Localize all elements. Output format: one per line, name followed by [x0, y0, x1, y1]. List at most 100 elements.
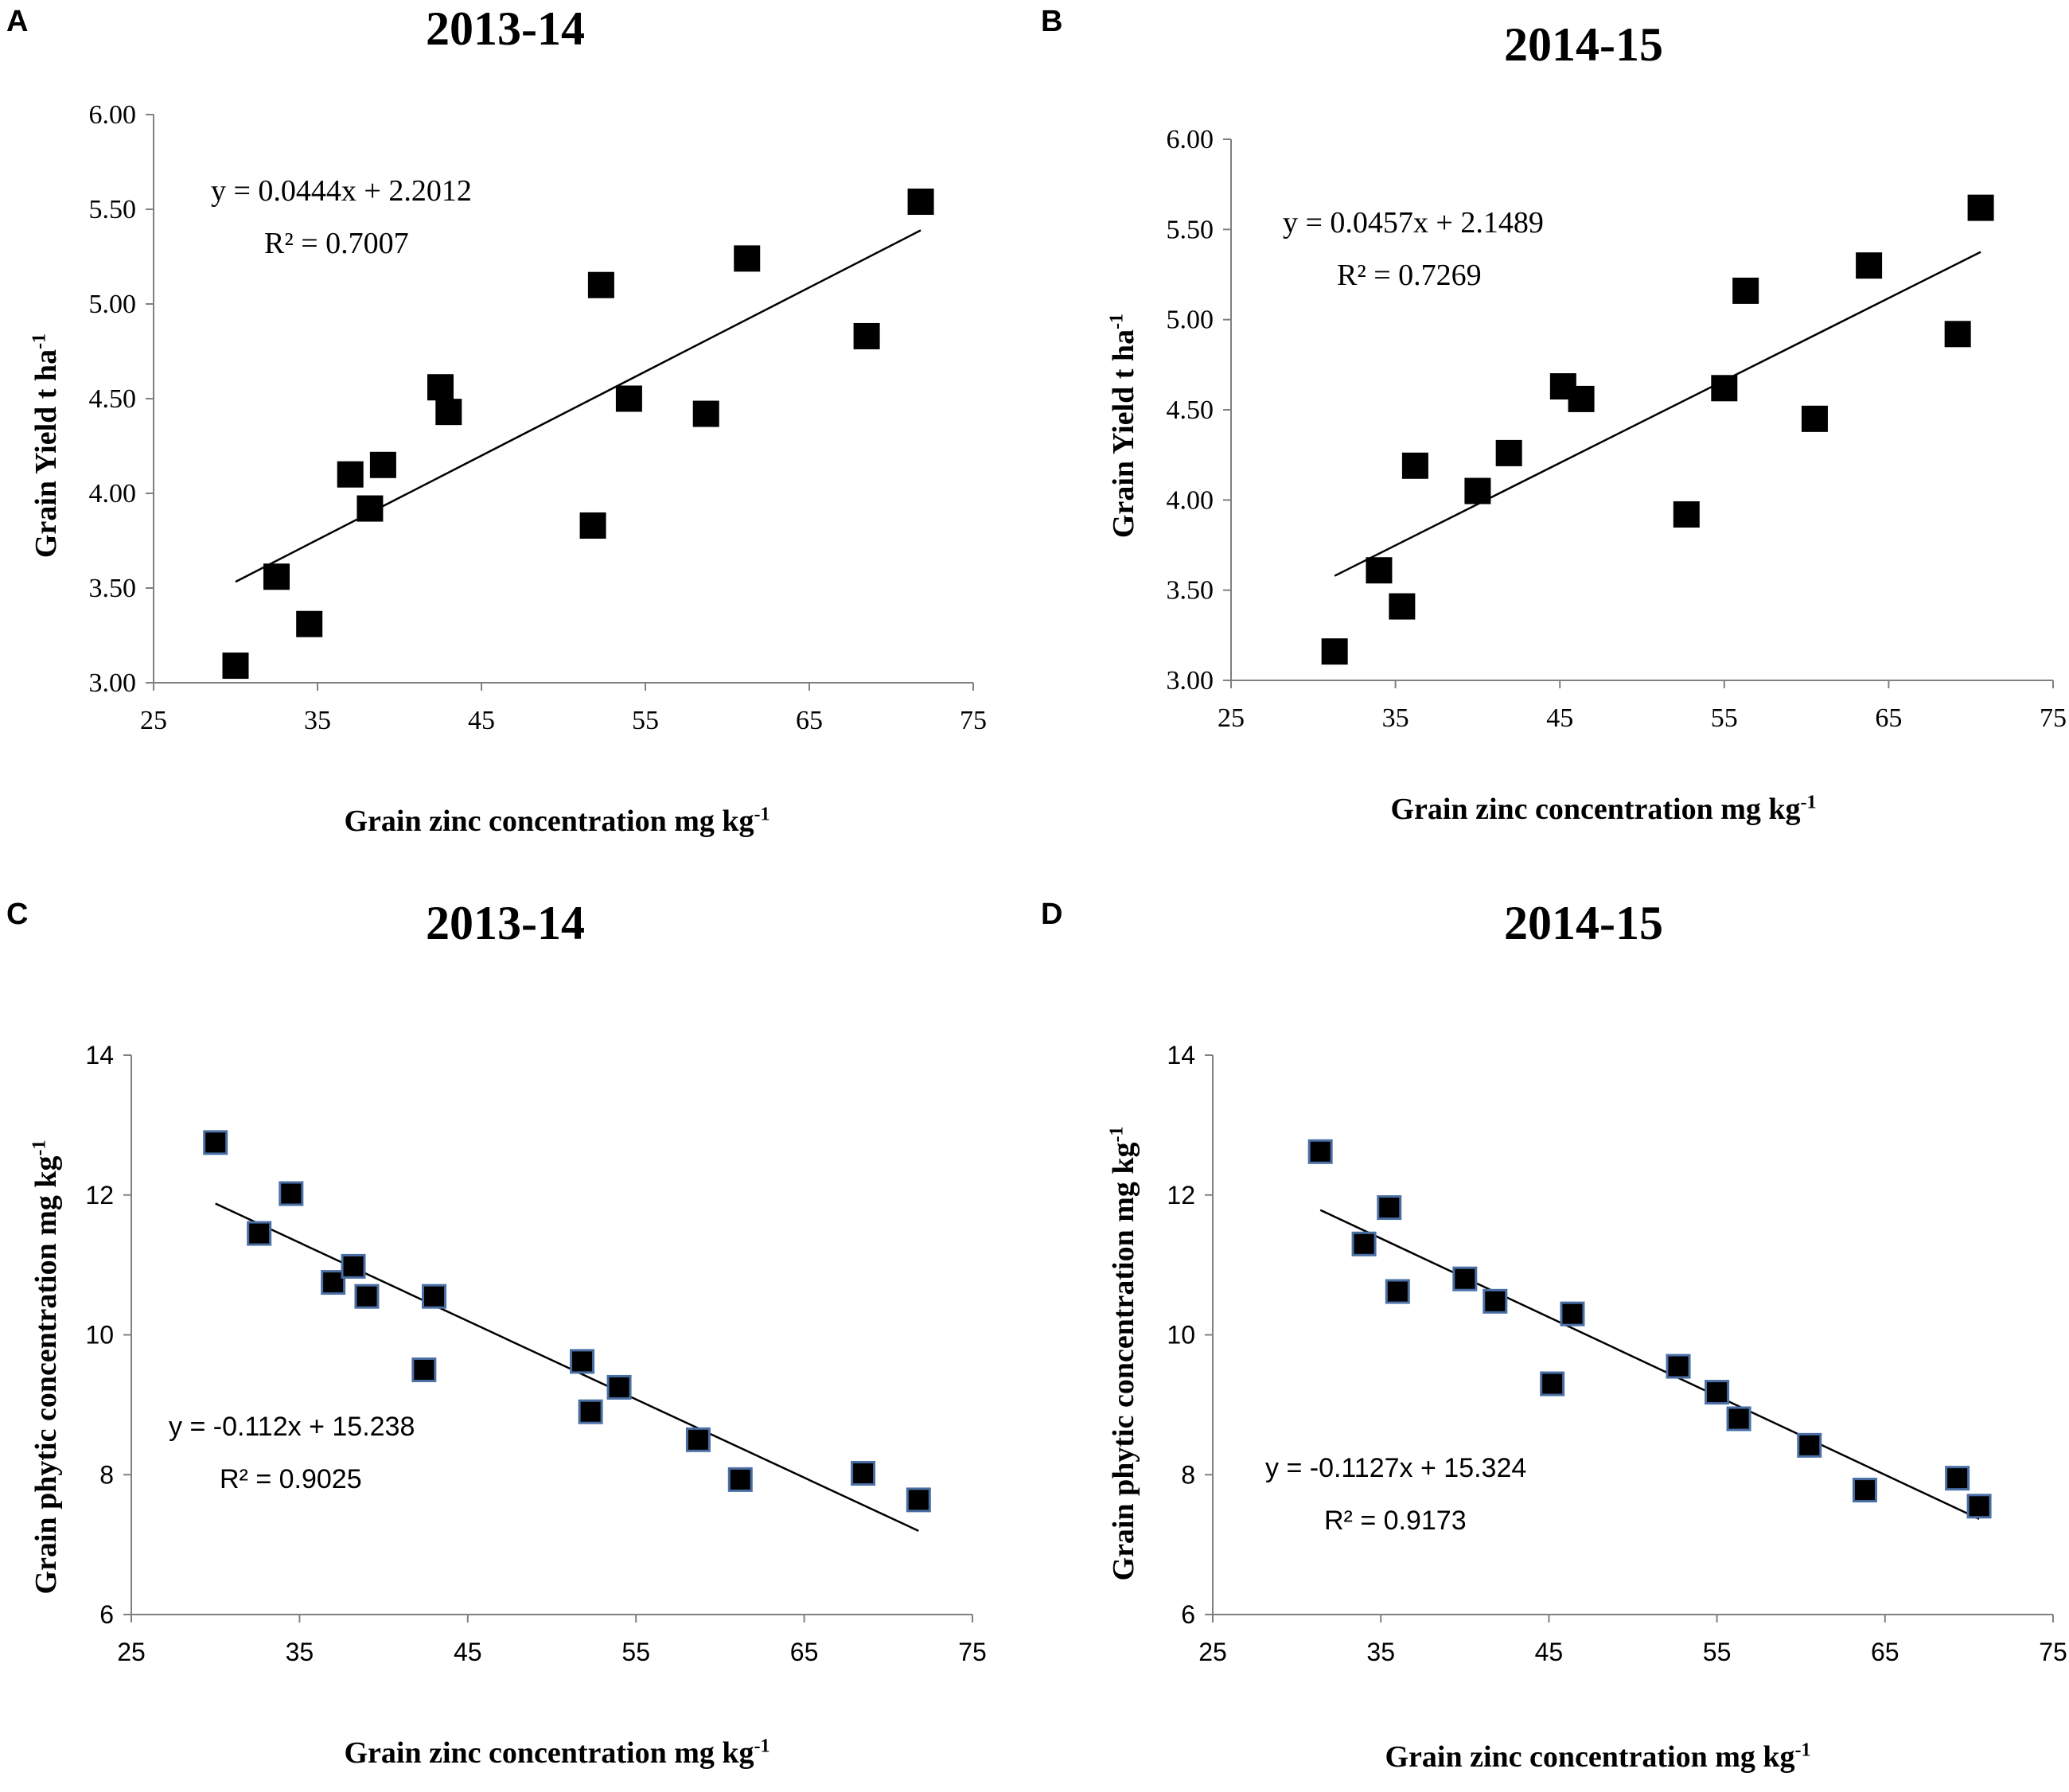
- data-point: [263, 563, 290, 590]
- data-point: [321, 1270, 346, 1295]
- regression-equation: y = -0.112x + 15.238: [169, 1412, 415, 1442]
- data-point: [422, 1284, 447, 1309]
- x-axis-label: Grain zinc concentration mg kg-1: [1390, 792, 1817, 826]
- data-point: [1452, 1266, 1478, 1291]
- y-tick-label: 3.00: [89, 668, 137, 698]
- x-tick-label: 25: [117, 1638, 146, 1666]
- y-tick-label: 14: [85, 1041, 114, 1069]
- regression-equation: y = -0.1127x + 15.324: [1265, 1453, 1527, 1483]
- y-tick-label: 12: [85, 1181, 114, 1210]
- data-point: [1856, 252, 1883, 279]
- data-point: [578, 1399, 603, 1424]
- chart-panel-c: C 2013-14 6 8 10 12 14 25 35 45 55 65 75 y = -0.11…: [0, 896, 1034, 1792]
- data-point: [354, 1284, 380, 1309]
- data-point: [853, 322, 880, 349]
- y-tick-label: 6: [1181, 1600, 1195, 1629]
- data-point: [1321, 638, 1348, 665]
- y-axis-label: Grain phytic concentration mg kg-1: [1106, 1126, 1140, 1581]
- y-tick-label: 5.00: [89, 290, 137, 319]
- r-squared-label: R² = 0.7007: [264, 227, 409, 260]
- y-tick-label: 4.50: [89, 384, 137, 414]
- y-tick-label: 6.00: [89, 100, 137, 130]
- x-axis-label: Grain zinc concentration mg kg-1: [344, 1736, 770, 1770]
- data-point: [1366, 557, 1393, 584]
- data-point: [247, 1221, 272, 1246]
- data-point: [1560, 1301, 1585, 1326]
- x-tick-label: 75: [2039, 1638, 2067, 1666]
- data-point: [1711, 375, 1738, 402]
- data-point: [1797, 1432, 1822, 1458]
- y-axis-label: Grain phytic concentration mg kg-1: [29, 1139, 63, 1595]
- data-point: [341, 1253, 366, 1279]
- scatter-plot: 3.00 3.50 4.00 4.50 5.00 5.50 6.00 25 35 45 55 65 75: [1167, 125, 2067, 733]
- x-tick-label: 45: [468, 706, 495, 735]
- y-tick-label: 6.00: [1167, 125, 1214, 154]
- data-point: [587, 271, 614, 298]
- y-tick-label: 5.50: [1167, 215, 1214, 244]
- data-point: [1666, 1354, 1691, 1379]
- y-tick-label: 4.00: [1167, 485, 1214, 515]
- y-tick-label: 10: [85, 1321, 114, 1350]
- x-tick-label: 75: [2040, 703, 2067, 733]
- data-point: [357, 495, 384, 522]
- data-point: [685, 1427, 711, 1452]
- data-point: [1944, 321, 1971, 348]
- data-point: [1307, 1139, 1333, 1164]
- panel-label: B: [1041, 5, 1063, 38]
- x-tick-label: 35: [286, 1638, 314, 1666]
- data-point: [615, 385, 642, 412]
- data-point: [1464, 477, 1491, 504]
- data-point: [579, 512, 606, 539]
- data-point: [1673, 501, 1700, 528]
- y-tick-label: 4.00: [89, 479, 137, 508]
- data-point: [907, 188, 934, 215]
- data-point: [1385, 1279, 1410, 1304]
- data-point: [1852, 1478, 1877, 1503]
- x-axis-label: Grain zinc concentration mg kg-1: [1385, 1739, 1811, 1774]
- chart-title: 2014-15: [1504, 897, 1663, 949]
- chart-title: 2013-14: [426, 2, 585, 55]
- x-tick-label: 55: [632, 706, 659, 735]
- y-tick-label: 10: [1167, 1321, 1195, 1350]
- x-tick-label: 55: [1703, 1638, 1732, 1666]
- x-tick-label: 25: [1198, 1638, 1227, 1666]
- chart-title: 2013-14: [426, 897, 585, 949]
- y-tick-label: 3.50: [89, 574, 137, 603]
- y-tick-label: 5.00: [1167, 306, 1214, 335]
- x-tick-label: 25: [140, 706, 167, 735]
- x-tick-label: 35: [1382, 703, 1409, 733]
- y-tick-label: 4.50: [1167, 395, 1214, 425]
- x-tick-label: 45: [454, 1638, 482, 1666]
- data-point: [1483, 1288, 1508, 1314]
- data-point: [279, 1181, 304, 1206]
- data-point: [851, 1460, 876, 1486]
- data-point: [369, 451, 396, 478]
- data-point: [734, 245, 761, 272]
- x-tick-label: 55: [621, 1638, 650, 1666]
- x-tick-label: 35: [1366, 1638, 1395, 1666]
- trendline: [1334, 251, 1981, 577]
- data-point: [1401, 452, 1428, 479]
- data-point: [1377, 1195, 1402, 1221]
- chart-panel-a: A 2013-14 3.00 3.50 4.00 4.50 5.00 5.50 6.00 25…: [0, 0, 1034, 896]
- trendline: [215, 1202, 919, 1532]
- x-tick-label: 45: [1535, 1638, 1564, 1666]
- chart-title: 2014-15: [1504, 18, 1663, 71]
- data-point: [435, 399, 462, 426]
- y-tick-label: 8: [99, 1460, 114, 1489]
- x-tick-label: 65: [1875, 703, 1902, 733]
- y-tick-label: 3.50: [1167, 576, 1214, 606]
- data-point: [1351, 1231, 1377, 1256]
- x-tick-label: 65: [790, 1638, 819, 1666]
- data-point: [427, 374, 454, 401]
- y-tick-label: 3.00: [1167, 666, 1214, 695]
- trendline: [235, 229, 922, 583]
- chart-panel-b: B 2014-15 3.00 3.50 4.00 4.50 5.00 5.50 6.00 25…: [1034, 0, 2069, 896]
- y-axis-label: Grain Yield t ha-1: [29, 333, 63, 559]
- data-point: [411, 1357, 437, 1382]
- r-squared-label: R² = 0.7269: [1337, 259, 1482, 292]
- data-point: [1945, 1466, 1970, 1491]
- data-point: [296, 610, 323, 637]
- y-axis-label: Grain Yield t ha-1: [1106, 313, 1140, 539]
- x-tick-label: 65: [1871, 1638, 1900, 1666]
